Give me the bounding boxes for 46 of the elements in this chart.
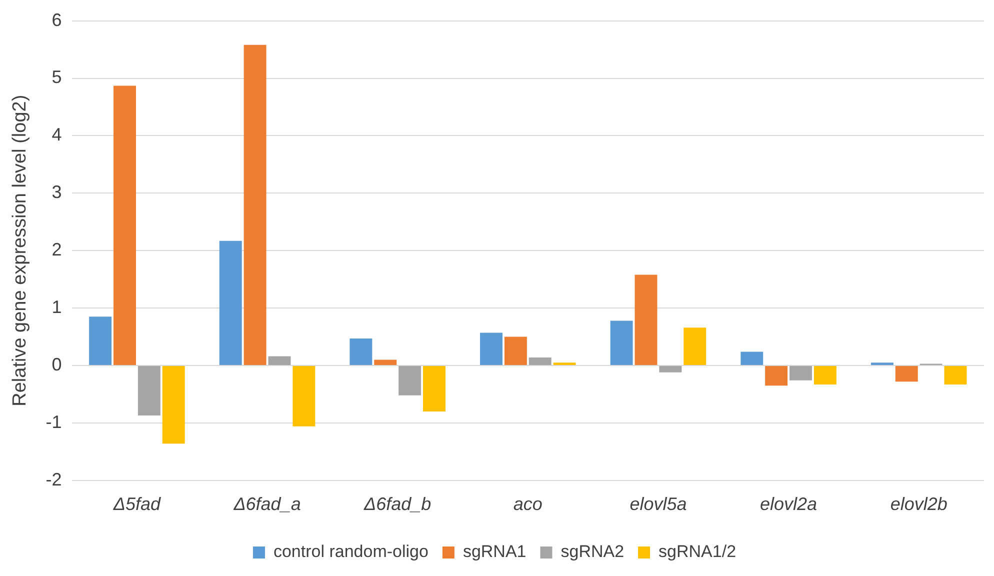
- bar: [268, 356, 291, 365]
- x-tick-label: elovl2a: [760, 494, 818, 514]
- bar: [659, 366, 682, 372]
- x-tick-label: Δ6fad_b: [363, 494, 432, 514]
- y-tick-label: -1: [46, 412, 62, 432]
- x-tick-label: Δ6fad_a: [232, 494, 301, 514]
- x-tick-label: aco: [513, 494, 542, 514]
- bar: [350, 338, 372, 365]
- bar: [610, 320, 633, 365]
- legend-label: control random-oligo: [273, 542, 428, 562]
- bar: [244, 44, 266, 365]
- bar: [398, 366, 422, 396]
- bar: [292, 366, 316, 426]
- bar: [114, 86, 136, 365]
- bar: [944, 366, 967, 384]
- x-tick-label: elovl2b: [890, 494, 948, 514]
- bar: [374, 360, 397, 365]
- bar: [528, 357, 552, 365]
- bar: [504, 336, 527, 365]
- bar: [895, 366, 918, 382]
- bar: [765, 366, 788, 386]
- bar: [138, 366, 160, 416]
- y-tick-label: 6: [52, 10, 62, 30]
- bar: [89, 316, 112, 365]
- bar: [480, 332, 502, 365]
- bar: [790, 366, 812, 380]
- y-tick-label: -2: [46, 469, 62, 490]
- y-axis-title: Relative gene expression level (log2): [10, 94, 31, 406]
- bar: [162, 366, 185, 444]
- y-tick-label: 2: [52, 240, 62, 260]
- legend-label: sgRNA1: [462, 542, 526, 562]
- y-tick-label: 0: [52, 354, 62, 374]
- bar: [634, 274, 658, 365]
- x-tick-label: Δ5fad: [112, 494, 162, 514]
- y-tick-label: 5: [52, 67, 62, 88]
- y-tick-label: 3: [52, 182, 62, 202]
- y-tick-label: 4: [52, 124, 62, 145]
- bar: [423, 366, 446, 412]
- legend-label: sgRNA1/2: [658, 542, 736, 562]
- x-tick-label: elovl5a: [630, 494, 687, 514]
- legend-label: sgRNA2: [560, 542, 624, 562]
- bar: [684, 328, 706, 365]
- y-tick-label: 1: [52, 297, 62, 318]
- bar: [219, 240, 242, 365]
- bar: [740, 352, 764, 365]
- bar: [814, 366, 836, 384]
